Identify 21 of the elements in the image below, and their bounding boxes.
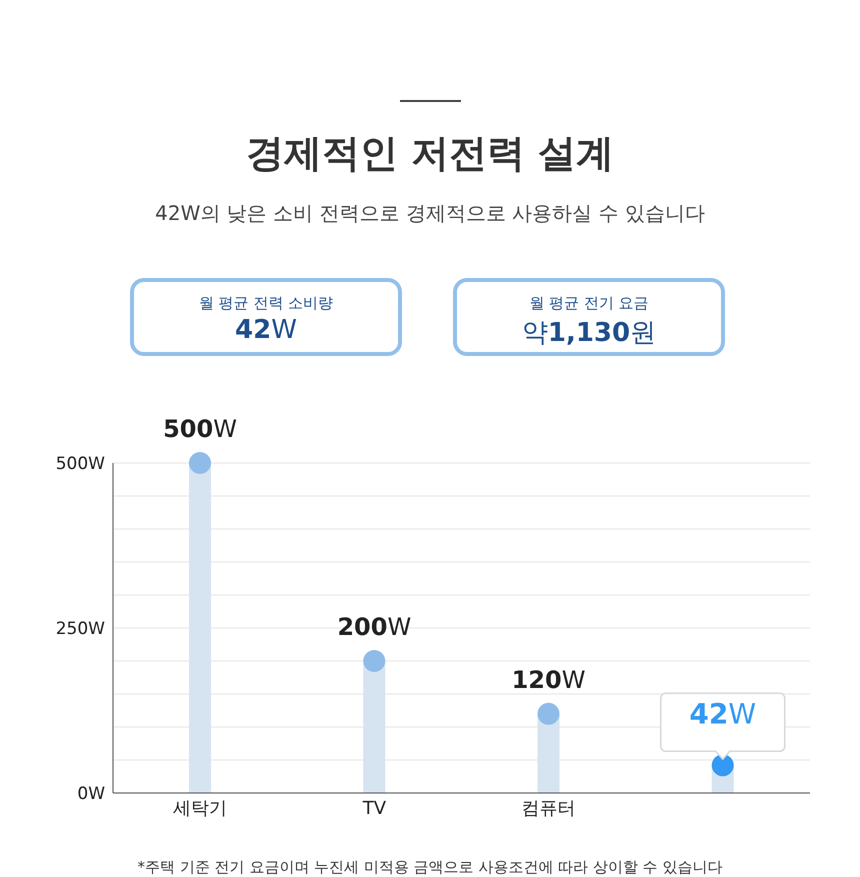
data-label: 42W [689,697,756,730]
x-tick-label: TV [362,798,387,819]
data-label: 200W [337,613,412,641]
y-tick-label: 0W [77,784,106,804]
chart-title: 경제적인 저전력 설계 [244,130,616,177]
chart-subtitle: 42W의 낮은 소비 전력으로 경제적으로 사용하실 수 있습니다 [154,200,706,227]
y-tick-label: 250W [56,619,106,640]
point [189,452,211,474]
point [538,702,560,725]
text: 월 평균 전기 요금 [528,294,650,313]
x-tick-label: 컴퓨터 [522,798,576,819]
text: *주택 기준 전기 요금이며 누진세 미적용 금액으로 사용조건에 따라 상이할 수 있습니다 [136,858,724,877]
text: 42W [235,315,297,345]
point [712,754,734,776]
text: 월 평균 전력 소비량 [198,294,334,313]
text: 약1,130원 [522,318,656,348]
point [363,650,386,672]
data-label: 120W [512,666,586,694]
y-tick-label: 500W [56,454,106,474]
x-tick-label: 세탁기 [173,798,228,819]
data-label: 500W [163,415,237,443]
